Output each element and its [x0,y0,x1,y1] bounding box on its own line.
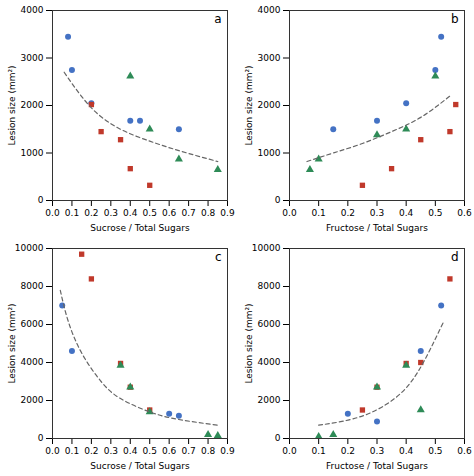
svg-text:0.7: 0.7 [181,208,195,218]
svg-text:0.4: 0.4 [123,446,138,456]
svg-text:a: a [214,12,221,26]
svg-text:0.0: 0.0 [45,208,60,218]
svg-text:4000: 4000 [258,357,281,367]
svg-text:0.3: 0.3 [370,208,384,218]
svg-text:2000: 2000 [21,395,44,405]
svg-text:0.1: 0.1 [312,446,326,456]
svg-text:0: 0 [275,195,281,205]
svg-text:Sucrose / Total Sugars: Sucrose / Total Sugars [90,461,190,471]
svg-text:0: 0 [38,433,44,443]
svg-text:Lesion size (mm²): Lesion size (mm²) [244,65,254,145]
svg-text:0.5: 0.5 [143,446,157,456]
svg-text:0.3: 0.3 [370,446,384,456]
svg-text:0.6: 0.6 [457,208,472,218]
svg-text:0.7: 0.7 [181,446,195,456]
svg-text:2000: 2000 [21,100,44,110]
svg-text:1000: 1000 [21,148,44,158]
svg-text:0.2: 0.2 [341,446,355,456]
svg-text:3000: 3000 [258,53,281,63]
svg-text:0.3: 0.3 [104,446,118,456]
svg-text:0.6: 0.6 [162,446,177,456]
svg-text:Fructose / Total Sugars: Fructose / Total Sugars [326,223,428,233]
svg-text:0.6: 0.6 [457,446,472,456]
svg-text:0.0: 0.0 [282,208,297,218]
svg-text:0.0: 0.0 [45,446,60,456]
svg-text:0.6: 0.6 [162,208,177,218]
svg-text:Lesion size (mm²): Lesion size (mm²) [244,303,254,383]
svg-text:0.5: 0.5 [428,208,442,218]
svg-text:2000: 2000 [258,395,281,405]
svg-text:4000: 4000 [258,5,281,15]
svg-text:0.4: 0.4 [399,446,414,456]
svg-text:0.4: 0.4 [123,208,138,218]
svg-text:6000: 6000 [258,319,281,329]
svg-text:8000: 8000 [258,281,281,291]
svg-text:d: d [451,250,459,264]
svg-text:0.2: 0.2 [84,208,98,218]
svg-text:10000: 10000 [15,243,44,253]
svg-text:0: 0 [275,433,281,443]
svg-text:Sucrose / Total Sugars: Sucrose / Total Sugars [90,223,190,233]
svg-text:4000: 4000 [21,357,44,367]
svg-text:2000: 2000 [258,100,281,110]
svg-text:8000: 8000 [21,281,44,291]
svg-text:0.9: 0.9 [220,208,235,218]
svg-text:b: b [451,12,459,26]
svg-text:0.9: 0.9 [220,446,235,456]
svg-text:4000: 4000 [21,5,44,15]
svg-text:Lesion size (mm²): Lesion size (mm²) [7,303,17,383]
svg-text:10000: 10000 [252,243,281,253]
svg-text:6000: 6000 [21,319,44,329]
svg-text:0.1: 0.1 [312,208,326,218]
svg-text:0.1: 0.1 [65,208,79,218]
svg-text:0.5: 0.5 [428,446,442,456]
svg-text:0.8: 0.8 [201,208,216,218]
svg-text:0.0: 0.0 [282,446,297,456]
svg-text:Fructose / Total Sugars: Fructose / Total Sugars [326,461,428,471]
svg-text:0.2: 0.2 [84,446,98,456]
svg-text:0.8: 0.8 [201,446,216,456]
svg-text:0.2: 0.2 [341,208,355,218]
svg-text:0: 0 [38,195,44,205]
svg-text:0.5: 0.5 [143,208,157,218]
svg-text:c: c [215,250,222,264]
svg-text:1000: 1000 [258,148,281,158]
svg-text:0.1: 0.1 [65,446,79,456]
svg-text:0.4: 0.4 [399,208,414,218]
svg-text:0.3: 0.3 [104,208,118,218]
svg-text:Lesion size (mm²): Lesion size (mm²) [7,65,17,145]
svg-text:3000: 3000 [21,53,44,63]
